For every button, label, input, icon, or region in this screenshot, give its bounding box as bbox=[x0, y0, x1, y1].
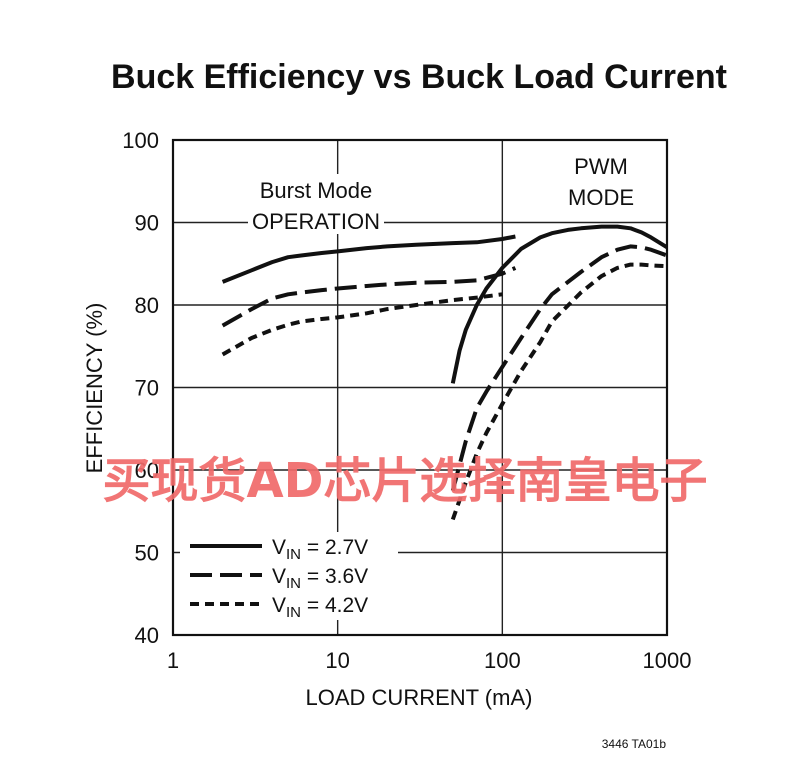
series-line-2-segment-1 bbox=[221, 266, 517, 328]
chart-title: Buck Efficiency vs Buck Load Current bbox=[111, 58, 727, 96]
x-tick-label: 100 bbox=[484, 648, 521, 673]
plot-frame bbox=[171, 138, 669, 637]
figure-code: 3446 TA01b bbox=[602, 737, 667, 751]
mode-label: MODE bbox=[568, 185, 634, 210]
x-tick-label: 1 bbox=[167, 648, 179, 673]
legend: VIN = 2.7V VIN = 3.6V VIN = 4.2V bbox=[190, 536, 368, 621]
y-tick-label: 100 bbox=[122, 128, 159, 153]
y-tick-label: 50 bbox=[135, 541, 159, 566]
burst-mode-label: Burst Mode bbox=[260, 178, 373, 203]
pwm-label-bg bbox=[562, 150, 644, 214]
series-line-2-segment-2 bbox=[450, 244, 668, 492]
series-line-1-segment-2 bbox=[450, 224, 669, 384]
burst-label-bg bbox=[248, 174, 384, 234]
pwm-label: PWM bbox=[574, 154, 628, 179]
legend-label-4-2v: VIN = 4.2V bbox=[272, 594, 368, 621]
x-tick-label: 1000 bbox=[643, 648, 692, 673]
series-line-3-segment-2 bbox=[450, 262, 668, 521]
series-line-3-segment-1 bbox=[221, 292, 503, 357]
operation-label: OPERATION bbox=[252, 209, 380, 234]
y-tick-label: 80 bbox=[135, 293, 159, 318]
y-tick-label: 40 bbox=[135, 623, 159, 648]
series-line-1-segment-1 bbox=[221, 234, 516, 284]
watermark-text: 买现货AD芯片选择南皇电子 bbox=[103, 453, 708, 509]
series-group bbox=[221, 224, 669, 521]
x-axis-label: LOAD CURRENT (mA) bbox=[306, 685, 533, 710]
y-tick-label: 90 bbox=[135, 211, 159, 236]
y-axis-label: EFFICIENCY (%) bbox=[82, 303, 107, 474]
y-tick-label: 60 bbox=[135, 458, 159, 483]
legend-label-3-6v: VIN = 3.6V bbox=[272, 565, 368, 592]
legend-label-2-7v: VIN = 2.7V bbox=[272, 536, 368, 563]
y-tick-label: 70 bbox=[135, 376, 159, 401]
x-tick-label: 10 bbox=[325, 648, 349, 673]
